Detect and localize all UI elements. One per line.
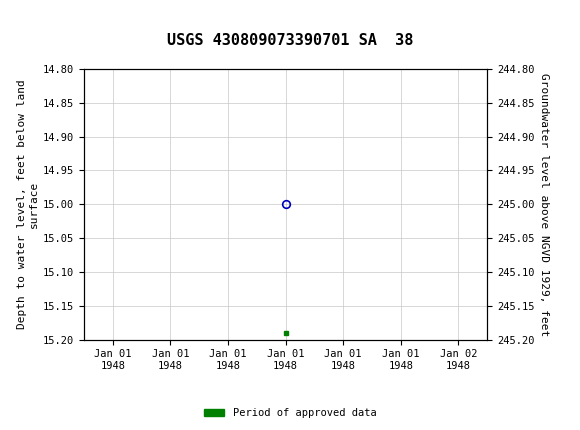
Legend: Period of approved data: Period of approved data [200,404,380,423]
Y-axis label: Groundwater level above NGVD 1929, feet: Groundwater level above NGVD 1929, feet [539,73,549,336]
Text: ≋ USGS: ≋ USGS [5,14,81,32]
Text: USGS 430809073390701 SA  38: USGS 430809073390701 SA 38 [167,34,413,48]
Y-axis label: Depth to water level, feet below land
surface: Depth to water level, feet below land su… [17,80,39,329]
